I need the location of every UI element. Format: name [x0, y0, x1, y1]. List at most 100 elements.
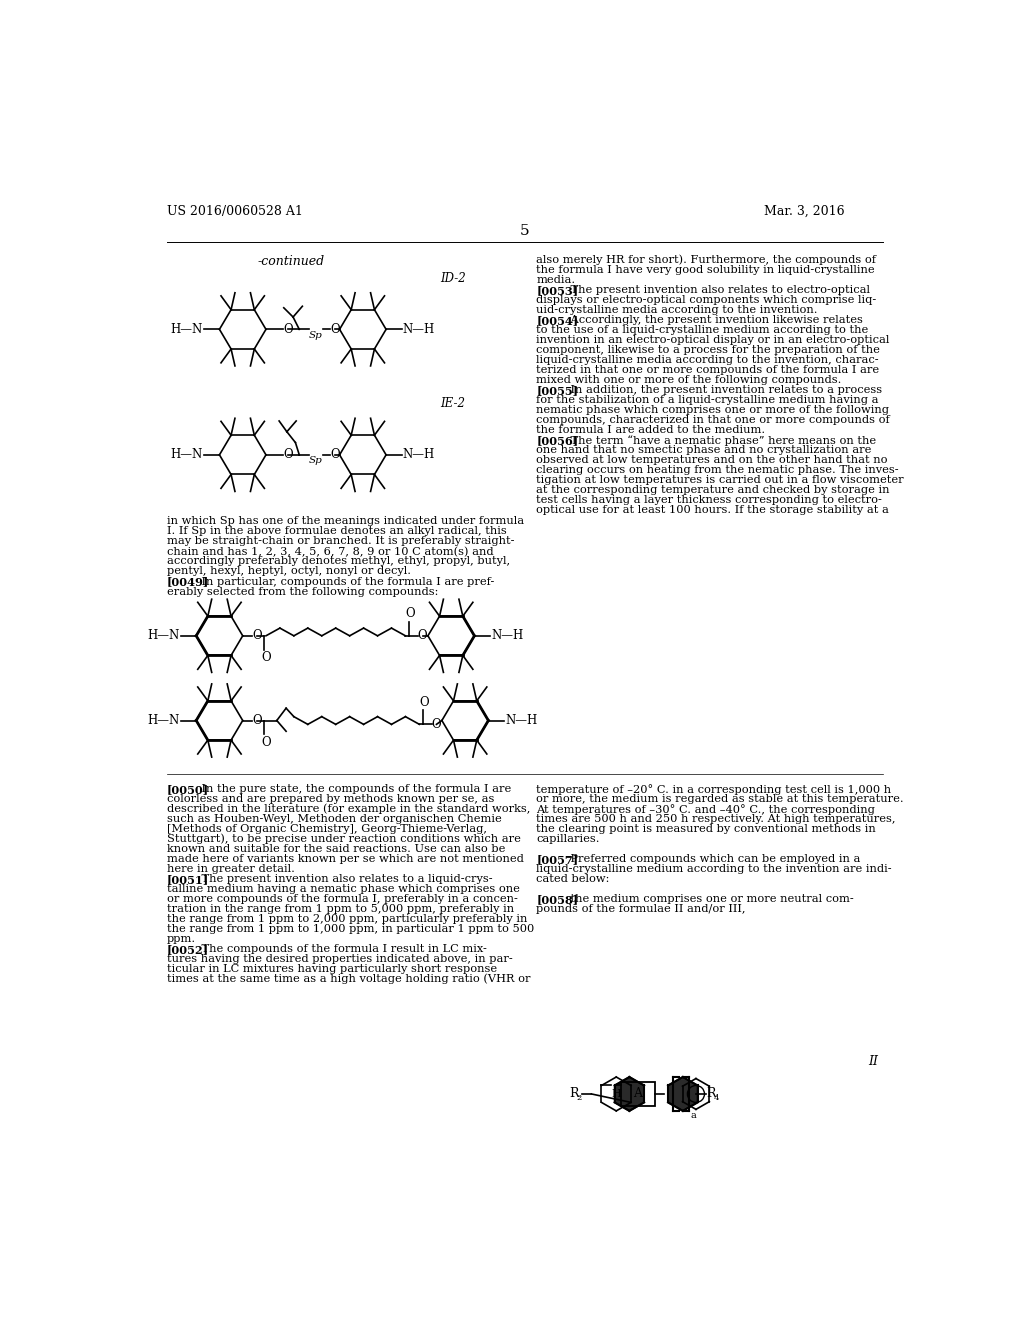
Text: I. If Sp in the above formulae denotes an alkyl radical, this: I. If Sp in the above formulae denotes a…	[167, 527, 507, 536]
Text: chain and has 1, 2, 3, 4, 5, 6, 7, 8, 9 or 10 C atom(s) and: chain and has 1, 2, 3, 4, 5, 6, 7, 8, 9 …	[167, 546, 494, 557]
Text: the formula I are added to the medium.: the formula I are added to the medium.	[537, 425, 766, 434]
Text: or more compounds of the formula I, preferably in a concen-: or more compounds of the formula I, pref…	[167, 894, 517, 904]
Text: Sp: Sp	[308, 331, 323, 339]
Text: O: O	[283, 323, 293, 335]
Text: Stuttgart), to be precise under reaction conditions which are: Stuttgart), to be precise under reaction…	[167, 834, 520, 845]
Text: a: a	[690, 1111, 696, 1119]
Text: ID-2: ID-2	[440, 272, 466, 285]
Text: clearing occurs on heating from the nematic phase. The inves-: clearing occurs on heating from the nema…	[537, 465, 899, 475]
Text: [0057]: [0057]	[537, 854, 579, 865]
Text: liquid-crystalline media according to the invention, charac-: liquid-crystalline media according to th…	[537, 355, 879, 364]
Text: H—N: H—N	[170, 323, 203, 335]
Text: mixed with one or more of the following compounds.: mixed with one or more of the following …	[537, 375, 842, 384]
Text: tigation at low temperatures is carried out in a flow viscometer: tigation at low temperatures is carried …	[537, 475, 904, 484]
Text: known and suitable for the said reactions. Use can also be: known and suitable for the said reaction…	[167, 843, 505, 854]
Text: capillaries.: capillaries.	[537, 834, 600, 843]
Text: tration in the range from 1 ppm to 5,000 ppm, preferably in: tration in the range from 1 ppm to 5,000…	[167, 904, 514, 913]
Text: In addition, the present invention relates to a process: In addition, the present invention relat…	[556, 385, 883, 395]
Text: O: O	[283, 449, 293, 462]
Text: [0054]: [0054]	[537, 314, 579, 326]
Bar	[621, 1081, 655, 1106]
Text: tures having the desired properties indicated above, in par-: tures having the desired properties indi…	[167, 954, 512, 964]
Text: made here of variants known per se which are not mentioned: made here of variants known per se which…	[167, 854, 523, 863]
Text: talline medium having a nematic phase which comprises one: talline medium having a nematic phase wh…	[167, 884, 519, 894]
Text: N—H: N—H	[492, 630, 523, 643]
Text: R: R	[707, 1088, 716, 1101]
Text: O: O	[261, 651, 271, 664]
Text: media.: media.	[537, 275, 575, 285]
Text: H: H	[611, 1089, 622, 1100]
Text: [0055]: [0055]	[537, 385, 579, 396]
Text: at the corresponding temperature and checked by storage in: at the corresponding temperature and che…	[537, 484, 890, 495]
Text: [0052]: [0052]	[167, 944, 209, 954]
Text: 2: 2	[577, 1094, 582, 1102]
Text: observed at low temperatures and on the other hand that no: observed at low temperatures and on the …	[537, 455, 888, 465]
Text: Sp: Sp	[308, 457, 323, 466]
Text: [0051]: [0051]	[167, 874, 209, 884]
Text: described in the literature (for example in the standard works,: described in the literature (for example…	[167, 804, 530, 814]
Text: the range from 1 ppm to 2,000 ppm, particularly preferably in: the range from 1 ppm to 2,000 ppm, parti…	[167, 913, 527, 924]
Text: the medium comprises one or more neutral com-: the medium comprises one or more neutral…	[556, 894, 854, 904]
Text: terized in that one or more compounds of the formula I are: terized in that one or more compounds of…	[537, 364, 880, 375]
Text: such as Houben-Weyl, Methoden der organischen Chemie: such as Houben-Weyl, Methoden der organi…	[167, 813, 502, 824]
Text: cated below:: cated below:	[537, 874, 610, 883]
Text: N—H: N—H	[402, 449, 434, 462]
Text: The compounds of the formula I result in LC mix-: The compounds of the formula I result in…	[186, 944, 486, 954]
Text: H—N: H—N	[146, 630, 179, 643]
Text: in which Sp has one of the meanings indicated under formula: in which Sp has one of the meanings indi…	[167, 516, 524, 527]
Text: Preferred compounds which can be employed in a: Preferred compounds which can be employe…	[556, 854, 860, 863]
Text: displays or electro-optical components which comprise liq-: displays or electro-optical components w…	[537, 294, 877, 305]
Text: may be straight-chain or branched. It is preferably straight-: may be straight-chain or branched. It is…	[167, 536, 514, 546]
Text: O: O	[331, 323, 340, 335]
Text: [Methods of Organic Chemistry], Georg-Thieme-Verlag,: [Methods of Organic Chemistry], Georg-Th…	[167, 824, 486, 834]
Text: IE-2: IE-2	[440, 397, 465, 411]
Text: A: A	[634, 1088, 642, 1101]
Text: optical use for at least 100 hours. If the storage stability at a: optical use for at least 100 hours. If t…	[537, 506, 889, 515]
Text: to the use of a liquid-crystalline medium according to the: to the use of a liquid-crystalline mediu…	[537, 325, 868, 335]
Text: compounds, characterized in that one or more compounds of: compounds, characterized in that one or …	[537, 414, 890, 425]
Text: pounds of the formulae II and/or III,: pounds of the formulae II and/or III,	[537, 904, 745, 913]
Text: accordingly preferably denotes methyl, ethyl, propyl, butyl,: accordingly preferably denotes methyl, e…	[167, 557, 510, 566]
Text: times at the same time as a high voltage holding ratio (VHR or: times at the same time as a high voltage…	[167, 974, 530, 985]
Text: Accordingly, the present invention likewise relates: Accordingly, the present invention likew…	[556, 314, 863, 325]
Text: [0053]: [0053]	[537, 285, 579, 296]
Text: O: O	[252, 630, 261, 643]
Text: 5: 5	[520, 224, 529, 238]
Text: US 2016/0060528 A1: US 2016/0060528 A1	[167, 205, 303, 218]
Text: one hand that no smectic phase and no crystallization are: one hand that no smectic phase and no cr…	[537, 445, 871, 455]
Text: the range from 1 ppm to 1,000 ppm, in particular 1 ppm to 500: the range from 1 ppm to 1,000 ppm, in pa…	[167, 924, 534, 933]
Text: N—H: N—H	[402, 323, 434, 335]
Text: uid-crystalline media according to the invention.: uid-crystalline media according to the i…	[537, 305, 818, 314]
Text: O: O	[261, 737, 271, 748]
Text: temperature of –20° C. in a corresponding test cell is 1,000 h: temperature of –20° C. in a correspondin…	[537, 784, 892, 795]
Text: erably selected from the following compounds:: erably selected from the following compo…	[167, 586, 438, 597]
Text: [0058]: [0058]	[537, 894, 579, 904]
Text: Mar. 3, 2016: Mar. 3, 2016	[764, 205, 844, 218]
Text: the clearing point is measured by conventional methods in: the clearing point is measured by conven…	[537, 824, 877, 834]
Polygon shape	[668, 1077, 697, 1111]
Text: R: R	[569, 1088, 580, 1101]
Text: times are 500 h and 250 h respectively. At high temperatures,: times are 500 h and 250 h respectively. …	[537, 813, 896, 824]
Text: liquid-crystalline medium according to the invention are indi-: liquid-crystalline medium according to t…	[537, 863, 892, 874]
Text: test cells having a layer thickness corresponding to electro-: test cells having a layer thickness corr…	[537, 495, 883, 504]
Text: [0056]: [0056]	[537, 434, 579, 446]
Text: nematic phase which comprises one or more of the following: nematic phase which comprises one or mor…	[537, 405, 890, 414]
Text: colorless and are prepared by methods known per se, as: colorless and are prepared by methods kn…	[167, 793, 495, 804]
Text: component, likewise to a process for the preparation of the: component, likewise to a process for the…	[537, 345, 881, 355]
Text: O: O	[432, 718, 441, 731]
Text: or more, the medium is regarded as stable at this temperature.: or more, the medium is regarded as stabl…	[537, 793, 904, 804]
Text: invention in an electro-optical display or in an electro-optical: invention in an electro-optical display …	[537, 335, 890, 345]
Text: ppm.: ppm.	[167, 933, 196, 944]
Text: In the pure state, the compounds of the formula I are: In the pure state, the compounds of the …	[186, 784, 511, 793]
Text: also merely HR for short). Furthermore, the compounds of: also merely HR for short). Furthermore, …	[537, 255, 877, 265]
Text: The present invention also relates to electro-optical: The present invention also relates to el…	[556, 285, 870, 294]
Text: O: O	[331, 449, 340, 462]
Text: ticular in LC mixtures having particularly short response: ticular in LC mixtures having particular…	[167, 964, 497, 974]
Text: The present invention also relates to a liquid-crys-: The present invention also relates to a …	[186, 874, 493, 883]
Text: [0049]: [0049]	[167, 577, 209, 587]
Text: N—H: N—H	[506, 714, 538, 727]
Text: At temperatures of –30° C. and –40° C., the corresponding: At temperatures of –30° C. and –40° C., …	[537, 804, 876, 814]
Text: O: O	[420, 696, 429, 709]
Text: II: II	[868, 1056, 879, 1068]
Text: pentyl, hexyl, heptyl, octyl, nonyl or decyl.: pentyl, hexyl, heptyl, octyl, nonyl or d…	[167, 566, 411, 577]
